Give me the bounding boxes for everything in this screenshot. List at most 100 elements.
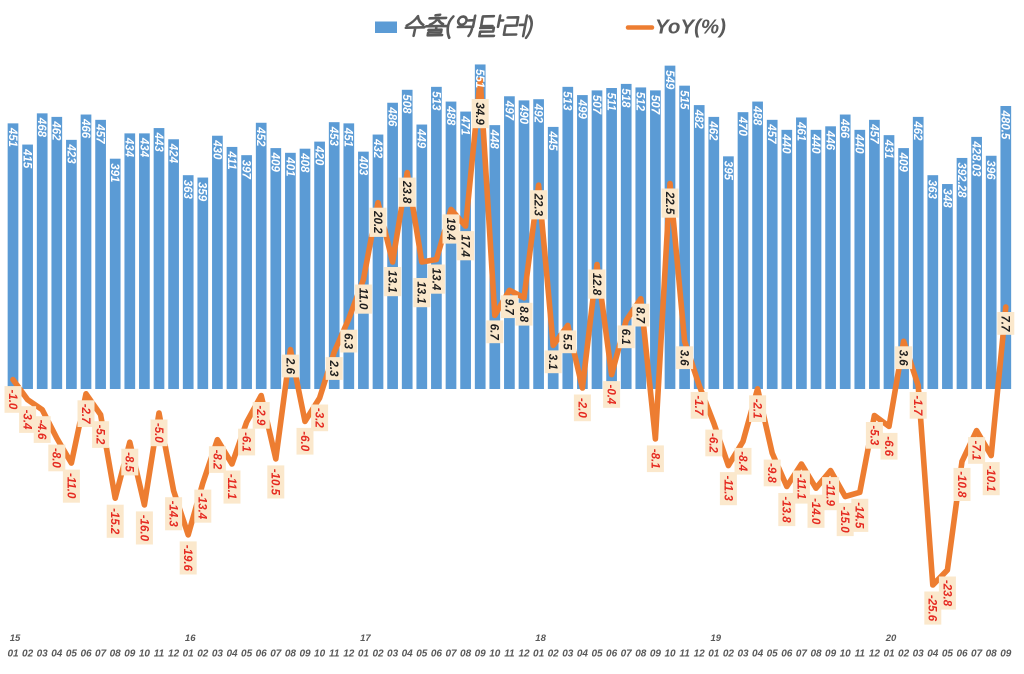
svg-text:432: 432 bbox=[371, 138, 383, 159]
svg-text:-11.1: -11.1 bbox=[225, 474, 237, 499]
svg-text:11: 11 bbox=[504, 649, 515, 660]
svg-text:07: 07 bbox=[971, 649, 983, 660]
svg-text:359: 359 bbox=[196, 182, 208, 202]
svg-text:8.8: 8.8 bbox=[517, 306, 529, 323]
svg-text:-1.7: -1.7 bbox=[692, 395, 704, 415]
svg-text:-11.0: -11.0 bbox=[64, 473, 76, 499]
svg-text:409: 409 bbox=[269, 152, 281, 173]
svg-text:12: 12 bbox=[343, 649, 355, 660]
svg-text:6.7: 6.7 bbox=[488, 324, 500, 341]
svg-text:411: 411 bbox=[225, 150, 237, 169]
svg-text:-14.5: -14.5 bbox=[853, 502, 865, 529]
svg-text:434: 434 bbox=[123, 137, 135, 158]
svg-text:YoY(%): YoY(%) bbox=[655, 16, 726, 39]
svg-text:07: 07 bbox=[796, 649, 808, 660]
svg-text:-2.1: -2.1 bbox=[751, 399, 763, 419]
svg-text:17: 17 bbox=[360, 633, 371, 644]
svg-text:07: 07 bbox=[621, 649, 633, 660]
svg-text:19: 19 bbox=[711, 633, 722, 644]
svg-text:10: 10 bbox=[314, 649, 326, 660]
svg-text:397: 397 bbox=[240, 160, 252, 180]
svg-text:03: 03 bbox=[387, 649, 399, 660]
svg-text:513: 513 bbox=[429, 91, 441, 111]
svg-text:-6.2: -6.2 bbox=[707, 433, 719, 453]
svg-text:-8.0: -8.0 bbox=[50, 448, 62, 468]
svg-text:392.28: 392.28 bbox=[955, 162, 967, 198]
svg-text:02: 02 bbox=[197, 649, 209, 660]
svg-text:05: 05 bbox=[66, 649, 78, 660]
svg-text:451: 451 bbox=[6, 127, 18, 147]
svg-text:-19.6: -19.6 bbox=[181, 545, 193, 572]
svg-text:511: 511 bbox=[605, 93, 617, 111]
svg-text:415: 415 bbox=[21, 148, 33, 169]
svg-text:-0.4: -0.4 bbox=[605, 385, 617, 405]
svg-text:451: 451 bbox=[342, 127, 354, 147]
svg-text:-5.2: -5.2 bbox=[94, 425, 106, 445]
svg-text:428.03: 428.03 bbox=[970, 140, 982, 177]
svg-text:391: 391 bbox=[108, 163, 120, 182]
svg-text:-11.3: -11.3 bbox=[721, 476, 733, 502]
svg-text:11: 11 bbox=[154, 649, 165, 660]
svg-text:-6.1: -6.1 bbox=[240, 432, 252, 452]
svg-text:466: 466 bbox=[79, 118, 91, 139]
svg-text:06: 06 bbox=[606, 649, 618, 660]
svg-text:430: 430 bbox=[210, 139, 222, 160]
svg-text:04: 04 bbox=[402, 649, 414, 660]
svg-text:461: 461 bbox=[794, 121, 806, 141]
svg-text:12: 12 bbox=[869, 649, 881, 660]
svg-text:5.5: 5.5 bbox=[561, 334, 573, 351]
svg-text:04: 04 bbox=[752, 649, 764, 660]
svg-text:01: 01 bbox=[358, 649, 370, 660]
svg-text:-6.0: -6.0 bbox=[298, 431, 310, 451]
svg-text:490: 490 bbox=[517, 104, 529, 125]
svg-text:12: 12 bbox=[694, 649, 706, 660]
svg-text:11: 11 bbox=[329, 649, 340, 660]
svg-text:452: 452 bbox=[254, 126, 266, 147]
svg-text:10: 10 bbox=[139, 649, 151, 660]
svg-text:471: 471 bbox=[459, 115, 471, 135]
svg-text:470: 470 bbox=[736, 116, 748, 137]
svg-text:440: 440 bbox=[853, 133, 865, 154]
svg-text:11.0: 11.0 bbox=[356, 288, 368, 310]
svg-text:09: 09 bbox=[299, 649, 311, 660]
svg-text:-23.8: -23.8 bbox=[940, 580, 952, 607]
svg-text:07: 07 bbox=[445, 649, 457, 660]
svg-text:12.8: 12.8 bbox=[590, 273, 602, 296]
svg-text:434: 434 bbox=[137, 137, 149, 158]
svg-text:22.3: 22.3 bbox=[532, 193, 544, 217]
svg-text:02: 02 bbox=[548, 649, 560, 660]
svg-text:16: 16 bbox=[185, 633, 196, 644]
svg-text:515: 515 bbox=[678, 90, 690, 110]
svg-text:06: 06 bbox=[431, 649, 443, 660]
svg-text:6.3: 6.3 bbox=[342, 333, 354, 350]
svg-text:08: 08 bbox=[986, 649, 998, 660]
svg-text:03: 03 bbox=[37, 649, 49, 660]
svg-text:02: 02 bbox=[372, 649, 384, 660]
svg-text:7.7: 7.7 bbox=[999, 315, 1011, 332]
svg-text:9.7: 9.7 bbox=[502, 299, 514, 316]
svg-text:-6.6: -6.6 bbox=[882, 436, 894, 456]
svg-text:03: 03 bbox=[562, 649, 574, 660]
svg-text:10: 10 bbox=[489, 649, 501, 660]
svg-text:513: 513 bbox=[561, 91, 573, 111]
svg-text:18: 18 bbox=[535, 633, 546, 644]
svg-text:08: 08 bbox=[460, 649, 472, 660]
svg-text:13.4: 13.4 bbox=[429, 268, 441, 291]
svg-text:02: 02 bbox=[723, 649, 735, 660]
svg-text:507: 507 bbox=[648, 95, 660, 115]
svg-text:-5.0: -5.0 bbox=[152, 423, 164, 443]
svg-text:01: 01 bbox=[883, 649, 895, 660]
svg-text:549: 549 bbox=[663, 70, 675, 90]
svg-text:445: 445 bbox=[546, 130, 558, 151]
svg-text:07: 07 bbox=[270, 649, 282, 660]
svg-text:01: 01 bbox=[533, 649, 545, 660]
svg-text:424: 424 bbox=[167, 143, 179, 164]
svg-text:462: 462 bbox=[911, 120, 923, 141]
svg-text:423: 423 bbox=[64, 143, 76, 164]
svg-text:01: 01 bbox=[7, 649, 19, 660]
svg-text:-10.1: -10.1 bbox=[984, 466, 996, 492]
svg-text:3.6: 3.6 bbox=[897, 350, 909, 367]
svg-text:19.4: 19.4 bbox=[444, 218, 456, 241]
svg-text:-3.2: -3.2 bbox=[313, 408, 325, 428]
svg-text:403: 403 bbox=[356, 155, 368, 176]
